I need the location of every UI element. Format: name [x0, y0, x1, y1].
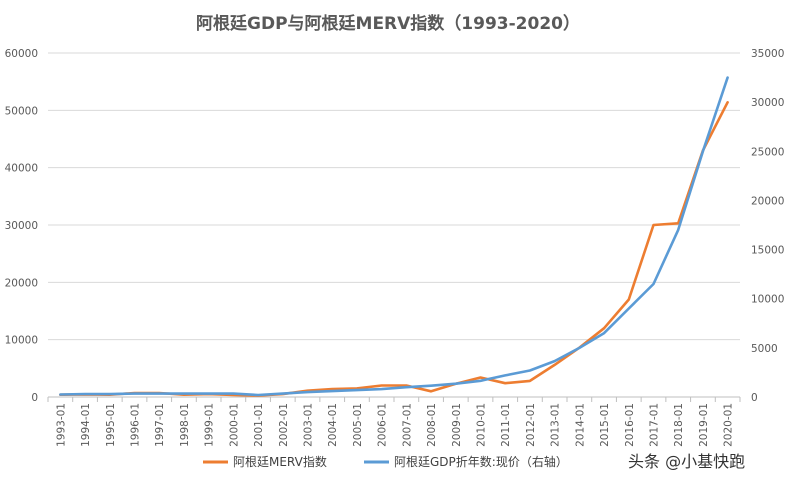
right-tick-label: 10000	[751, 294, 784, 306]
x-tick-label: 2003-01	[303, 403, 315, 447]
right-tick-label: 15000	[751, 245, 784, 257]
right-tick-label: 20000	[751, 195, 784, 207]
x-tick-label: 2008-01	[426, 403, 438, 447]
chart-title: 阿根廷GDP与阿根廷MERV指数（1993-2020）	[196, 13, 580, 34]
x-tick-label: 1994-01	[80, 403, 92, 447]
left-tick-label: 60000	[5, 48, 38, 60]
x-tick-label: 2000-01	[228, 403, 240, 447]
x-tick-label: 1998-01	[179, 403, 191, 447]
x-tick-label: 2010-01	[476, 403, 488, 447]
x-tick-label: 2017-01	[649, 403, 661, 447]
x-tick-label: 2002-01	[278, 403, 290, 447]
left-tick-label: 30000	[5, 220, 38, 232]
x-tick-label: 2019-01	[698, 403, 710, 447]
left-tick-label: 50000	[5, 105, 38, 117]
x-tick-label: 2018-01	[673, 403, 685, 447]
right-tick-label: 30000	[751, 97, 784, 109]
x-tick-label: 2012-01	[525, 403, 537, 447]
x-tick-label: 2004-01	[327, 403, 339, 447]
left-y-axis: 0 10000 20000 30000 40000 50000 60000	[5, 48, 38, 404]
left-tick-label: 40000	[5, 163, 38, 175]
left-tick-label: 20000	[5, 277, 38, 289]
legend: 阿根廷MERV指数 阿根廷GDP折年数:现价（右轴）	[203, 454, 568, 469]
x-tick-label: 2014-01	[574, 403, 586, 447]
left-tick-label: 0	[31, 392, 38, 404]
x-tick-label: 2007-01	[401, 403, 413, 447]
left-tick-label: 10000	[5, 335, 38, 347]
x-tick-label: 2001-01	[253, 403, 265, 447]
legend-label-merv: 阿根廷MERV指数	[233, 454, 327, 469]
gridlines	[48, 52, 740, 398]
watermark: 头条 @小基快跑	[628, 452, 745, 471]
right-y-axis: 0 5000 10000 15000 20000 25000 30000 35000	[751, 48, 784, 404]
series-line-gdp	[59, 76, 729, 397]
x-tick-label: 1995-01	[105, 403, 117, 447]
right-tick-label: 25000	[751, 146, 784, 158]
x-tick-label: 2006-01	[377, 403, 389, 447]
x-tick-label: 2015-01	[599, 403, 611, 447]
legend-label-gdp: 阿根廷GDP折年数:现价（右轴）	[394, 454, 568, 469]
right-tick-label: 0	[751, 392, 758, 404]
x-tick-label: 1996-01	[130, 403, 142, 447]
x-tick-label: 2009-01	[451, 403, 463, 447]
x-tick-label: 2005-01	[352, 403, 364, 447]
x-tick-label: 2020-01	[723, 403, 735, 447]
x-tick-label: 2016-01	[624, 403, 636, 447]
x-axis: 1993-01 1994-01 1995-01 1996-01 1997-01 1998-…	[47, 396, 741, 447]
right-tick-label: 35000	[751, 48, 784, 60]
series-layer	[59, 76, 729, 397]
x-tick-label: 2011-01	[500, 403, 512, 447]
x-tick-label: 1993-01	[55, 403, 67, 447]
x-tick-label: 2013-01	[550, 403, 562, 447]
x-tick-label: 1997-01	[154, 403, 166, 447]
right-tick-label: 5000	[751, 343, 778, 355]
x-tick-label: 1999-01	[204, 403, 216, 447]
